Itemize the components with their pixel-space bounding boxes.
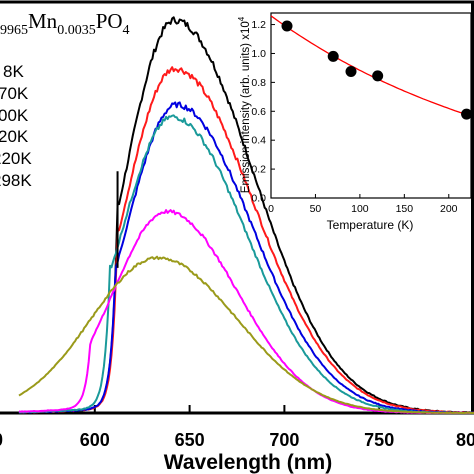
x-tick-label-edge-right: 80: [456, 430, 474, 450]
legend-entry-20k: 20K: [0, 127, 29, 146]
inset-y-ticks: [271, 24, 275, 199]
inset-data-point-90k: [345, 66, 357, 78]
inset-data-points: [281, 20, 473, 120]
inset-y-tick-label-1.0: 1.0: [251, 48, 266, 60]
inset-y-tick-labels: 0.0 0.2 0.4 0.6 0.8 1.0 1.2: [251, 19, 266, 204]
inset-x-axis-label: Temperature (K): [327, 218, 414, 232]
inset-background: [271, 6, 471, 198]
spectrum-line-20k: [18, 114, 474, 414]
x-tick-label-700: 700: [269, 430, 299, 450]
inset-y-axis-label-main: Emission intensity (arb. units) x10: [240, 21, 252, 193]
inset-data-point-220k: [461, 108, 473, 120]
spectra-series: [18, 16, 474, 414]
title-po: PO: [96, 9, 123, 33]
legend: 8K 70K 00K 20K 220K 298K: [0, 62, 32, 190]
inset-data-point-18k: [281, 20, 293, 32]
main-x-axis-label: Wavelength (nm): [164, 451, 332, 474]
inset-y-tick-label-0.4: 0.4: [251, 135, 266, 147]
inset-y-tick-label-1.2: 1.2: [251, 19, 266, 31]
inset-data-point-120k: [372, 70, 384, 82]
legend-entry-70k: 70K: [0, 84, 29, 103]
inset-y-tick-label-0.0: 0.0: [251, 193, 266, 205]
inset-x-tick-label-150: 150: [396, 203, 414, 215]
inset-x-tick-label-50: 50: [310, 203, 322, 215]
inset-y-axis-label-exponent: 4: [237, 16, 246, 21]
inset-fit-curve: [270, 15, 472, 117]
title-mn-subscript: 0.0035: [57, 23, 96, 38]
spectrum-line-298k: [18, 255, 474, 414]
inset-y-tick-label-0.6: 0.6: [251, 106, 266, 118]
inset-y-axis-label: Emission intensity (arb. units) x104: [237, 16, 252, 193]
x-tick-label-650: 650: [175, 430, 205, 450]
legend-entry-298k: 298K: [0, 171, 32, 190]
sample-formula-title: 9965Mn0.0035PO4: [0, 9, 130, 38]
main-plot: [0, 0, 474, 415]
main-x-tick-labels: 0 600 650 700 750 80: [0, 430, 474, 450]
inset-x-tick-label-200: 200: [440, 203, 458, 215]
inset-y-tick-label-0.2: 0.2: [251, 164, 266, 176]
legend-entry-220k: 220K: [0, 149, 32, 168]
legend-entry-00k: 00K: [0, 106, 29, 125]
inset-x-tick-labels: 0 50 100 150 200: [268, 203, 458, 215]
inset-x-ticks: [270, 194, 450, 198]
inset-data-point-70k: [327, 50, 339, 62]
title-po-subscript: 4: [123, 23, 130, 38]
legend-entry-8k: 8K: [3, 62, 24, 81]
title-prefix-subscript: 9965: [0, 23, 28, 38]
inset-x-tick-label-0: 0: [268, 203, 274, 215]
x-tick-label-600: 600: [80, 430, 110, 450]
inset-x-tick-label-100: 100: [351, 203, 369, 215]
inset-frame: [270, 12, 472, 199]
spectrum-line-00k: [18, 101, 474, 414]
title-mn: Mn: [28, 9, 58, 33]
inset-y-tick-label-0.8: 0.8: [251, 77, 266, 89]
x-tick-label-750: 750: [364, 430, 394, 450]
inset-plot: [270, 6, 473, 199]
x-tick-label-edge-left: 0: [0, 430, 3, 450]
